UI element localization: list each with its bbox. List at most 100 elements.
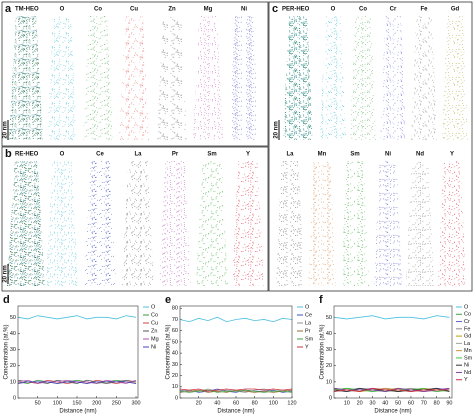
legend-label: La [464, 341, 471, 347]
atom-map [374, 161, 402, 286]
y-tick-label: 50 [172, 339, 178, 345]
element-label: La [134, 152, 142, 158]
element-label: O [60, 7, 65, 13]
y-tick-label: 20 [172, 373, 178, 379]
atom-map [320, 16, 346, 140]
legend-label: Mn [464, 348, 472, 354]
x-tick-label: 150 [72, 400, 81, 406]
legend-label: Gd [464, 334, 471, 340]
panel-frame [268, 1, 473, 292]
plot-frame [17, 305, 139, 399]
legend-label: O [464, 304, 469, 310]
y-tick-label: 40 [172, 351, 178, 357]
plot-frame [179, 305, 293, 399]
x-tick-label: 80 [434, 400, 440, 406]
x-tick-label: 100 [269, 400, 278, 406]
legend-label: Mg [151, 336, 159, 342]
atom-map [308, 161, 336, 286]
x-tick-label: 20 [357, 400, 363, 406]
x-tick-label: 90 [446, 400, 452, 406]
panel-frame [1, 146, 269, 292]
element-label: Cr [390, 7, 397, 13]
atom-map [276, 161, 304, 286]
element-label: Mg [204, 7, 213, 13]
panel-label: e [165, 294, 171, 306]
y-tick-label: 30 [172, 362, 178, 368]
series-line [179, 388, 293, 393]
x-tick-label: 60 [408, 400, 414, 406]
element-label: Y [246, 152, 250, 158]
x-tick-label: 70 [421, 400, 427, 406]
legend-label: Ce [305, 312, 312, 318]
atom-map [438, 161, 466, 286]
atom-map [47, 16, 77, 140]
atom-map [119, 16, 149, 140]
atom-map [442, 16, 468, 140]
x-tick-label: 60 [233, 400, 239, 406]
y-tick-label: 40 [326, 331, 332, 337]
legend-label: Nd [464, 370, 471, 376]
series-line [179, 389, 293, 393]
y-tick-label: 10 [10, 379, 16, 385]
element-label: Sm [350, 152, 359, 158]
y-tick-label: 30 [326, 347, 332, 353]
y-axis-label: Concentration (at.%) [4, 324, 10, 379]
x-tick-label: 50 [395, 400, 401, 406]
y-tick-label: 0 [175, 395, 178, 401]
element-label: Mn [318, 152, 327, 158]
atom-map [83, 16, 113, 140]
element-label: La [286, 152, 294, 158]
element-label: Ni [241, 7, 247, 13]
element-label: O [60, 152, 65, 158]
x-tick-label: 200 [92, 400, 101, 406]
y-tick-label: 10 [172, 384, 178, 390]
legend-label: Pr [305, 328, 311, 334]
legend-label: Co [464, 312, 471, 318]
scale-label: 20 nm [3, 121, 9, 138]
element-label: Ni [385, 152, 391, 158]
atom-map [196, 161, 228, 286]
legend-label: Ni [464, 363, 469, 369]
legend-label: O [305, 304, 310, 310]
y-tick-label: 20 [10, 363, 16, 369]
panel-title: TM-HEO [15, 7, 39, 13]
element-label: Co [359, 7, 367, 13]
series-line [17, 315, 137, 320]
atom-map [350, 16, 376, 140]
atom-map [46, 161, 78, 286]
legend-label: Sm [464, 355, 473, 361]
atom-map [9, 16, 43, 140]
x-tick-label: 250 [112, 400, 121, 406]
atom-map [229, 16, 259, 140]
series-line [17, 379, 137, 384]
x-axis-label: Distance (nm) [217, 409, 254, 415]
atom-map [341, 161, 369, 286]
element-label: Pr [172, 152, 179, 158]
atom-map [122, 161, 154, 286]
element-label: Gd [451, 7, 460, 13]
series-line [333, 315, 450, 320]
x-tick-label: 10 [344, 400, 350, 406]
legend-label: Fe [464, 326, 470, 332]
legend-label: Co [151, 312, 158, 318]
atom-map [193, 16, 223, 140]
panel-label: d [3, 294, 10, 306]
y-tick-label: 60 [172, 328, 178, 334]
legend-label: Ni [151, 344, 156, 350]
x-tick-label: 30 [369, 400, 375, 406]
y-tick-label: 30 [10, 347, 16, 353]
legend-label: Y [464, 377, 468, 383]
x-tick-label: 40 [214, 400, 220, 406]
y-tick-label: 70 [172, 317, 178, 323]
panel-label: a [5, 3, 12, 15]
panel-title: RE-HEO [15, 152, 39, 158]
panel-label: f [319, 294, 323, 306]
series-line [333, 387, 450, 392]
legend-label: Cu [151, 320, 158, 326]
atom-map [380, 16, 406, 140]
element-label: Y [450, 152, 454, 158]
x-tick-label: 50 [35, 400, 41, 406]
x-axis-label: Distance (nm) [59, 409, 96, 415]
element-label: Co [94, 7, 102, 13]
